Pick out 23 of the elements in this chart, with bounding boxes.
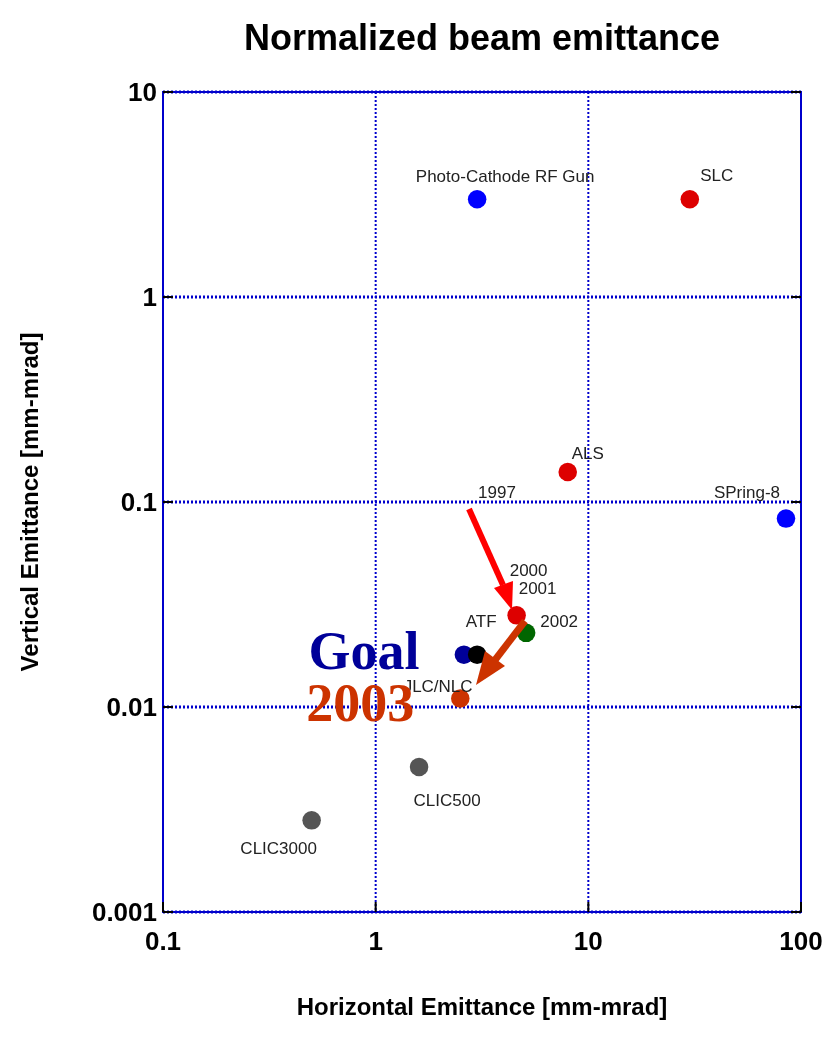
annotation: 1997: [478, 483, 516, 502]
annotation: SLC: [700, 166, 734, 186]
annotation: Photo-Cathode RF Gun: [415, 167, 595, 187]
y-tick-label: 1: [142, 282, 157, 312]
annotation: ATF: [465, 611, 497, 631]
y-axis-title: Vertical Emittance [mm-mrad]: [16, 332, 43, 672]
annotation: 2002: [540, 611, 579, 631]
annotation: 2000: [509, 561, 548, 581]
annotation: CLIC500: [413, 790, 481, 810]
x-axis-title: Horizontal Emittance [mm-mrad]: [296, 993, 668, 1020]
annotation: ALS: [571, 444, 604, 464]
annotation: SPring-8: [713, 482, 781, 502]
x-tick-label: 10: [573, 926, 603, 956]
annotation: 2001: [518, 579, 557, 599]
y-tick-label: 10: [128, 77, 157, 107]
y-tick-label: 0.1: [120, 487, 157, 517]
annotation: CLIC3000: [240, 839, 317, 859]
y-tick-label: 0.01: [106, 692, 157, 722]
y-tick-label: 0.001: [91, 897, 157, 927]
x-tick-label: 1: [368, 926, 383, 956]
x-tick-label: 100: [779, 926, 823, 956]
annotation: Goal: [308, 620, 420, 681]
chart-title: Normalized beam emittance: [243, 17, 721, 58]
